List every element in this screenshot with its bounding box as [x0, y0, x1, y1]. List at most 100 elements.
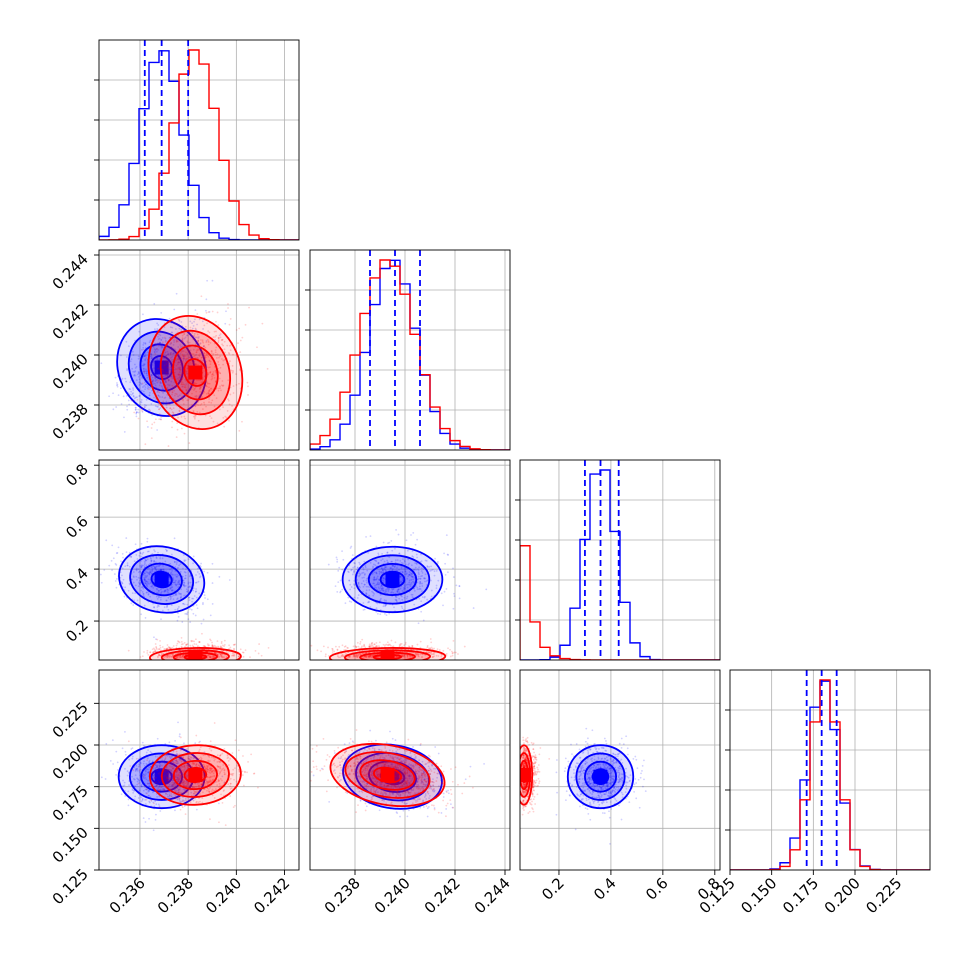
sample-point — [135, 411, 138, 414]
sample-point — [146, 376, 149, 379]
sample-point — [331, 652, 334, 654]
sample-point — [203, 594, 206, 597]
sample-point — [151, 380, 154, 383]
sample-point — [159, 418, 162, 421]
sample-point — [416, 586, 419, 589]
sample-point — [176, 608, 179, 611]
sample-point — [175, 644, 178, 647]
sample-point — [157, 565, 160, 568]
sample-point — [181, 395, 184, 398]
sample-point — [229, 349, 232, 352]
sample-point — [393, 606, 395, 609]
sample-point — [193, 595, 196, 597]
sample-point — [166, 647, 169, 650]
sample-point — [215, 320, 217, 323]
sample-point — [178, 410, 181, 413]
sample-point — [135, 365, 138, 368]
sample-point — [405, 539, 408, 542]
sample-point — [184, 612, 187, 615]
sample-point — [211, 603, 214, 605]
sample-point — [171, 595, 173, 598]
sample-point — [178, 580, 181, 583]
sample-point — [216, 357, 218, 359]
sample-point — [177, 612, 179, 615]
sample-point — [147, 351, 149, 354]
sample-point — [216, 653, 219, 656]
sample-point — [157, 335, 159, 338]
sample-point — [162, 370, 165, 373]
sample-point — [154, 650, 156, 653]
sample-point — [182, 359, 185, 362]
sample-point — [140, 399, 143, 401]
sample-point — [206, 381, 208, 384]
sample-point — [212, 371, 215, 373]
sample-point — [420, 575, 422, 578]
sample-point — [138, 554, 141, 557]
sample-point — [190, 406, 193, 408]
sample-point — [125, 537, 128, 539]
sample-point — [136, 558, 139, 560]
sample-point — [145, 404, 148, 407]
sample-point — [155, 569, 158, 571]
sample-point — [211, 373, 214, 376]
sample-point — [145, 357, 148, 359]
sample-point — [221, 338, 224, 341]
sample-point — [132, 575, 135, 578]
sample-point — [155, 595, 158, 598]
sample-point — [197, 336, 200, 338]
sample-point — [188, 575, 191, 578]
sample-point — [485, 588, 488, 591]
sample-point — [183, 333, 186, 335]
sample-point — [181, 398, 183, 401]
density-contour — [150, 355, 174, 380]
density-contour — [129, 554, 195, 605]
sample-point — [368, 643, 371, 646]
sample-point — [211, 399, 214, 402]
sample-point — [195, 353, 197, 356]
sample-point — [205, 298, 208, 301]
scatter-panel-2-0 — [99, 460, 299, 660]
sample-point — [404, 573, 406, 576]
sample-point — [146, 591, 148, 594]
sample-point — [219, 355, 221, 358]
sample-point — [143, 563, 146, 566]
sample-point — [182, 554, 185, 556]
sample-point — [172, 645, 175, 647]
sample-point — [198, 388, 201, 390]
sample-point — [404, 641, 407, 644]
sample-point — [175, 583, 178, 586]
sample-point — [396, 589, 399, 591]
sample-point — [183, 415, 186, 418]
sample-point — [214, 652, 217, 655]
sample-point — [163, 590, 166, 593]
sample-point — [169, 407, 172, 410]
sample-point — [185, 389, 187, 391]
sample-point — [209, 656, 212, 658]
sample-point — [189, 574, 192, 576]
sample-point — [182, 583, 185, 586]
sample-point — [138, 378, 141, 381]
sample-point — [401, 562, 404, 565]
sample-point — [199, 404, 202, 406]
sample-point — [181, 378, 183, 381]
sample-point — [187, 558, 190, 561]
sample-point — [143, 363, 146, 366]
sample-point — [185, 643, 188, 646]
sample-point — [384, 566, 387, 569]
sample-point — [128, 583, 131, 586]
sample-point — [179, 352, 182, 355]
sample-point — [168, 646, 171, 649]
sample-point — [221, 343, 224, 346]
sample-point — [186, 357, 188, 360]
sample-point — [194, 414, 197, 417]
sample-point — [140, 589, 143, 592]
sample-point — [443, 590, 446, 593]
sample-point — [218, 575, 221, 578]
sample-point — [208, 390, 211, 392]
sample-point — [182, 340, 185, 343]
sample-point — [147, 572, 150, 575]
sample-point — [210, 350, 213, 353]
sample-point — [135, 569, 138, 572]
sample-point — [130, 394, 133, 396]
sample-point — [144, 559, 147, 562]
